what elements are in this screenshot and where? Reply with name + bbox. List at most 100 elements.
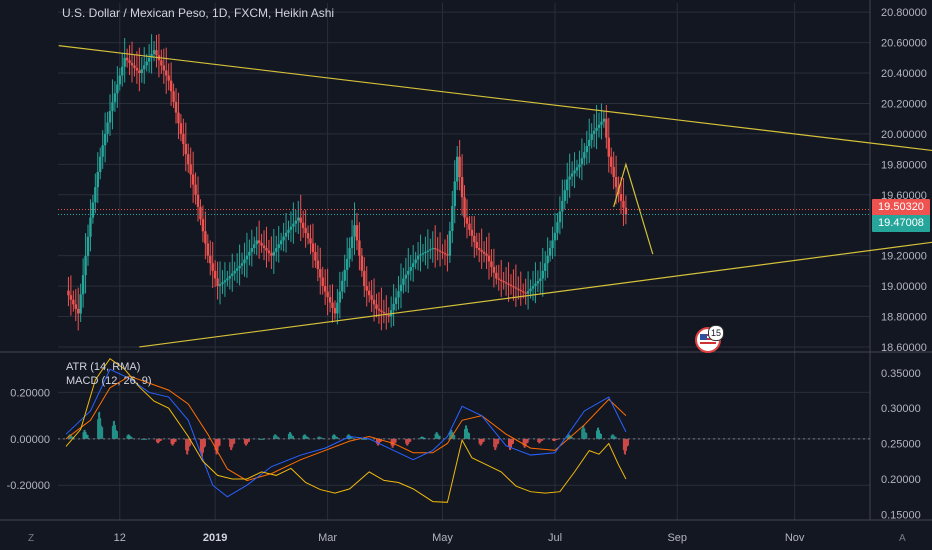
macd-histogram-bar [407,438,409,446]
macd-histogram-bar [215,438,217,455]
candle-body [336,302,339,314]
candle-body [465,217,469,224]
candle-body [272,251,276,256]
candle-body [77,308,80,314]
macd-histogram-bar [347,434,349,439]
candle-body [404,274,408,279]
macd-histogram-bar [497,438,499,445]
candle-body [297,217,300,221]
macd-histogram-bar [141,438,143,440]
candle-body [353,225,356,237]
macd-histogram-bar [116,431,118,439]
macd-histogram-bar [567,434,569,439]
candle-body [96,171,99,188]
candle-body [341,280,344,292]
candle-body [169,80,173,92]
candle-body [287,229,290,233]
candle-body [213,270,217,279]
candle-body [416,255,420,260]
price-axis-tick-label: 19.00000 [881,281,927,293]
macd-histogram-bar [173,438,175,444]
macd-histogram-bar [306,436,308,439]
macd-histogram-bar [613,435,615,439]
atr-indicator-label[interactable]: ATR (14, RMA) [66,361,141,373]
candle-body [522,291,525,293]
candle-body [243,259,246,264]
macd-histogram-bar [599,430,600,439]
candle-body [602,118,606,122]
macd-histogram-bar [174,438,176,443]
symbol-title[interactable]: U.S. Dollar / Mexican Peso, 1D, FXCM, He… [62,6,335,20]
macd-histogram-bar [334,435,336,439]
macd-histogram-bar [100,418,102,439]
candle-body [123,57,126,67]
candle-body [411,263,415,268]
candle-body [174,101,178,113]
macd-histogram-bar [320,437,322,439]
candle-body [314,251,317,261]
candle-body [209,255,212,264]
zoom-corner-button[interactable]: Z [28,533,35,544]
candle-body [392,303,395,311]
candle-body [211,263,214,271]
macd-histogram-bar [626,438,628,447]
macd-histogram-bar [610,435,612,439]
macd-histogram-bar [454,434,456,439]
macd-histogram-bar [131,436,133,439]
macd-histogram-bar [128,434,130,439]
macd-histogram-bar [200,438,202,457]
candle-body [436,249,439,251]
time-axis-tick-label: Nov [785,532,805,544]
candle-body [456,156,459,182]
price-axis-tick-label: 19.60000 [881,190,927,202]
macd-histogram-bar [498,438,500,444]
candle-body [328,297,332,303]
atr-axis-tick-label: 0.35000 [881,368,921,380]
macd-histogram-bar [245,438,247,446]
candle-body [89,217,92,237]
macd-histogram-bar [87,434,89,439]
candle-body [578,164,581,168]
candle-body [167,75,170,81]
candle-body [304,227,307,234]
candle-body [331,302,334,308]
macd-histogram-bar [596,430,597,439]
candle-body [424,251,427,254]
macd-histogram-bar [85,431,87,439]
macd-histogram-bar [614,436,616,439]
macd-histogram-bar [114,425,116,439]
auto-scale-button[interactable]: A [899,533,906,544]
macd-histogram-bar [307,436,309,439]
macd-histogram-bar [439,435,441,439]
candle-body [367,290,371,296]
macd-histogram-bar [511,438,513,445]
macd-indicator-label[interactable]: MACD (12, 26, 9) [66,375,152,387]
macd-histogram-bar [187,438,189,455]
candle-body [81,275,85,295]
macd-histogram-bar [243,438,245,444]
atr-axis-tick-label: 0.20000 [881,474,921,486]
candle-body [260,242,263,246]
candle-body [490,261,493,268]
macd-histogram-bar [395,438,397,443]
macd-histogram-bar [465,425,467,439]
candle-body [524,292,527,294]
macd-histogram-bar [362,438,364,440]
macd-histogram-bar [86,434,88,439]
candle-body [72,299,75,305]
macd-histogram-bar [525,438,527,446]
candle-body [529,288,532,292]
candle-body [622,200,625,208]
macd-histogram-bar [305,435,307,439]
macd-histogram-bar [581,429,583,439]
macd-histogram-bar [524,438,526,448]
macd-histogram-bar [233,438,235,445]
candle-body [375,304,378,309]
candle-body [605,118,608,138]
macd-histogram-bar [277,436,279,439]
candle-body [338,291,342,303]
macd-histogram-bar [449,432,451,439]
candle-body [394,297,398,304]
